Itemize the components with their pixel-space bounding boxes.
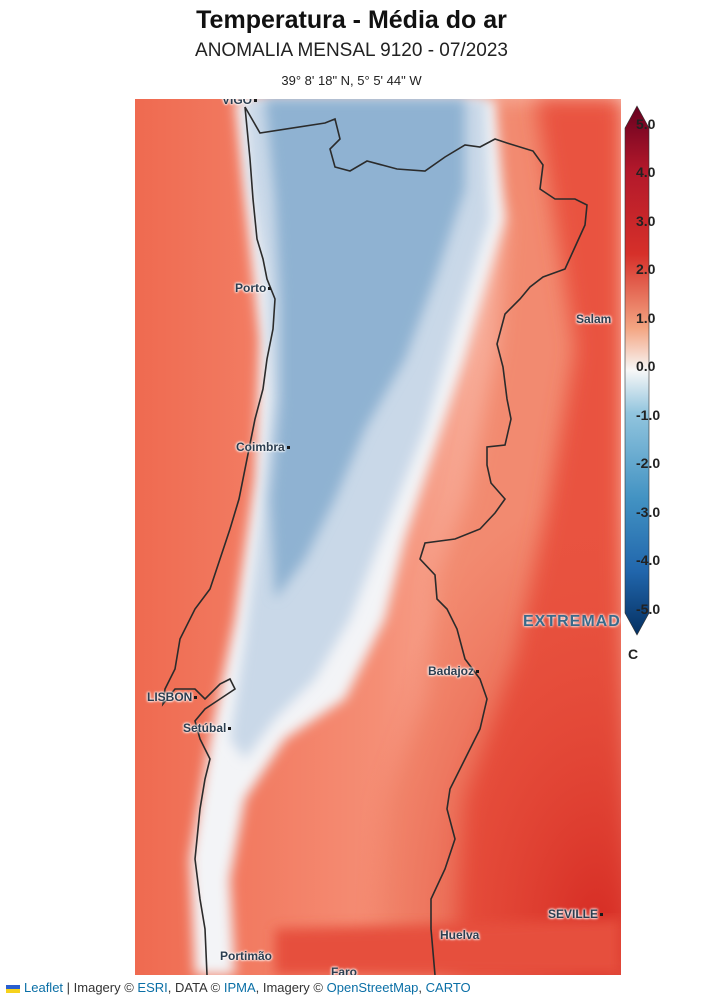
city-faro: Faro: [331, 965, 358, 975]
city-salamanca: Salam: [576, 312, 612, 326]
openstreetmap-link[interactable]: OpenStreetMap: [326, 980, 419, 995]
legend-tick: 2.0: [636, 261, 656, 277]
legend-tick: -2.0: [636, 455, 661, 471]
legend-tick: 0.0: [636, 358, 656, 374]
legend-tick: 5.0: [636, 116, 656, 132]
ipma-link[interactable]: IPMA: [223, 980, 256, 995]
color-legend: [622, 103, 703, 663]
legend-tick: -4.0: [636, 552, 661, 568]
ukraine-flag-icon: [6, 984, 20, 993]
city-badajoz: Badajoz: [428, 664, 480, 678]
city-porto: Porto: [235, 281, 272, 295]
map-attribution: Leaflet | Imagery © ESRI, DATA © IPMA, I…: [0, 978, 703, 1000]
coastline: [161, 106, 276, 975]
page-subtitle: ANOMALIA MENSAL 9120 - 07/2023: [195, 40, 508, 61]
legend-tick: -1.0: [636, 407, 661, 423]
legend-tick: 3.0: [636, 213, 656, 229]
cursor-coordinates: 39° 8' 18" N, 5° 5' 44" W: [281, 73, 422, 88]
legend-tick: -3.0: [636, 504, 661, 520]
leaflet-link[interactable]: Leaflet: [24, 980, 64, 995]
region-extremadura: EXTREMAD: [523, 613, 621, 630]
esri-link[interactable]: ESRI: [137, 980, 168, 995]
carto-link[interactable]: CARTO: [425, 980, 471, 995]
anomaly-raster: [135, 99, 621, 975]
page-title: Temperatura - Média do ar: [196, 6, 507, 34]
legend-tick: 4.0: [636, 164, 656, 180]
city-setubal: Setúbal: [183, 721, 232, 735]
border-line: [244, 106, 588, 975]
city-lisbon: LISBON: [147, 690, 198, 704]
city-seville: SEVILLE: [548, 907, 604, 921]
city-portimao: Portimão: [220, 949, 273, 963]
legend-tick: 1.0: [636, 310, 656, 326]
legend-unit: C: [628, 646, 639, 662]
anomaly-map[interactable]: VIGO Porto Salam Coimbra LISBON Setúbal …: [135, 99, 621, 975]
colorbar: [624, 105, 650, 636]
city-vigo: VIGO: [222, 99, 258, 107]
city-huelva: Huelva: [440, 928, 480, 942]
city-coimbra: Coimbra: [236, 440, 290, 454]
legend-tick: -5.0: [636, 601, 661, 617]
